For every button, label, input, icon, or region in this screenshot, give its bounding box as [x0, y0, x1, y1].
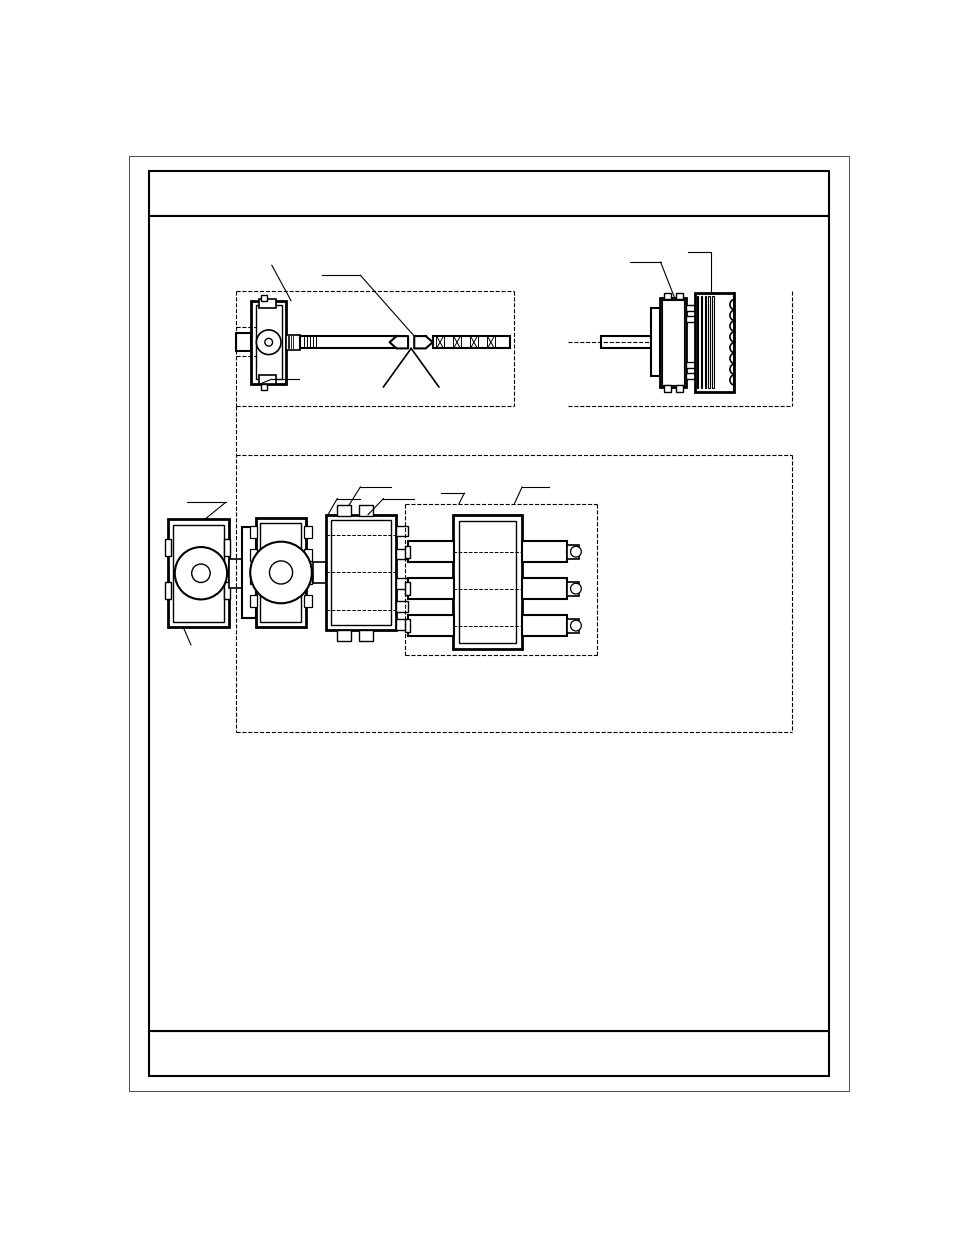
Bar	[251, 300, 286, 384]
Bar	[168, 520, 229, 627]
Bar	[395, 526, 408, 536]
Bar	[149, 216, 828, 1031]
Bar	[304, 595, 312, 608]
Bar	[250, 526, 257, 537]
Bar	[661, 300, 683, 384]
Bar	[566, 619, 578, 632]
Bar	[408, 578, 454, 599]
Bar	[304, 526, 312, 537]
Bar	[255, 517, 305, 627]
Bar	[676, 385, 682, 391]
Bar	[229, 558, 241, 588]
Bar	[600, 336, 650, 348]
Bar	[521, 615, 566, 636]
Bar	[250, 548, 257, 561]
Circle shape	[269, 561, 293, 584]
Bar	[336, 630, 351, 641]
Polygon shape	[414, 336, 433, 348]
Bar	[149, 172, 828, 216]
Bar	[685, 316, 695, 322]
Bar	[358, 505, 373, 516]
Bar	[173, 525, 224, 621]
Bar	[700, 296, 701, 389]
Bar	[521, 541, 566, 562]
Bar	[313, 562, 326, 583]
Bar	[453, 515, 521, 650]
Bar	[241, 527, 255, 618]
Bar	[703, 296, 705, 389]
Bar	[566, 582, 578, 595]
Circle shape	[250, 542, 312, 603]
Bar	[685, 362, 695, 368]
Bar	[235, 333, 251, 352]
Bar	[358, 630, 373, 641]
Bar	[258, 299, 275, 309]
Bar	[224, 538, 230, 556]
Bar	[255, 305, 281, 379]
Polygon shape	[389, 336, 408, 348]
Bar	[650, 309, 659, 377]
Bar	[395, 620, 408, 630]
Bar	[149, 1031, 828, 1076]
Bar	[659, 298, 685, 387]
Bar	[260, 524, 301, 621]
Bar	[304, 548, 312, 561]
Bar	[408, 541, 454, 562]
Bar	[261, 294, 267, 300]
Circle shape	[570, 546, 580, 557]
Bar	[250, 572, 257, 584]
Bar	[685, 305, 695, 311]
Bar	[405, 583, 409, 595]
Circle shape	[192, 564, 210, 583]
Circle shape	[570, 620, 580, 631]
Bar	[521, 578, 566, 599]
Bar	[165, 583, 171, 599]
Bar	[326, 515, 395, 630]
Bar	[663, 385, 670, 391]
Circle shape	[174, 547, 227, 599]
Bar	[304, 572, 312, 584]
Bar	[433, 336, 509, 348]
Bar	[250, 595, 257, 608]
Bar	[331, 520, 391, 625]
Circle shape	[265, 338, 273, 346]
Bar	[405, 546, 409, 558]
Bar	[685, 373, 695, 379]
Bar	[395, 578, 408, 589]
Bar	[286, 335, 300, 350]
Bar	[566, 545, 578, 558]
Bar	[300, 336, 400, 348]
Bar	[165, 538, 171, 556]
Circle shape	[570, 583, 580, 594]
Bar	[676, 293, 682, 299]
Bar	[224, 583, 230, 599]
Bar	[663, 293, 670, 299]
Bar	[695, 293, 733, 391]
Bar	[336, 505, 351, 516]
Bar	[395, 601, 408, 611]
Bar	[405, 620, 409, 632]
Bar	[708, 296, 709, 389]
Bar	[458, 521, 516, 643]
Bar	[395, 548, 408, 559]
Bar	[261, 384, 267, 390]
Circle shape	[256, 330, 281, 354]
Bar	[258, 374, 275, 384]
Bar	[408, 615, 454, 636]
Bar	[696, 296, 698, 389]
Bar	[712, 296, 713, 389]
